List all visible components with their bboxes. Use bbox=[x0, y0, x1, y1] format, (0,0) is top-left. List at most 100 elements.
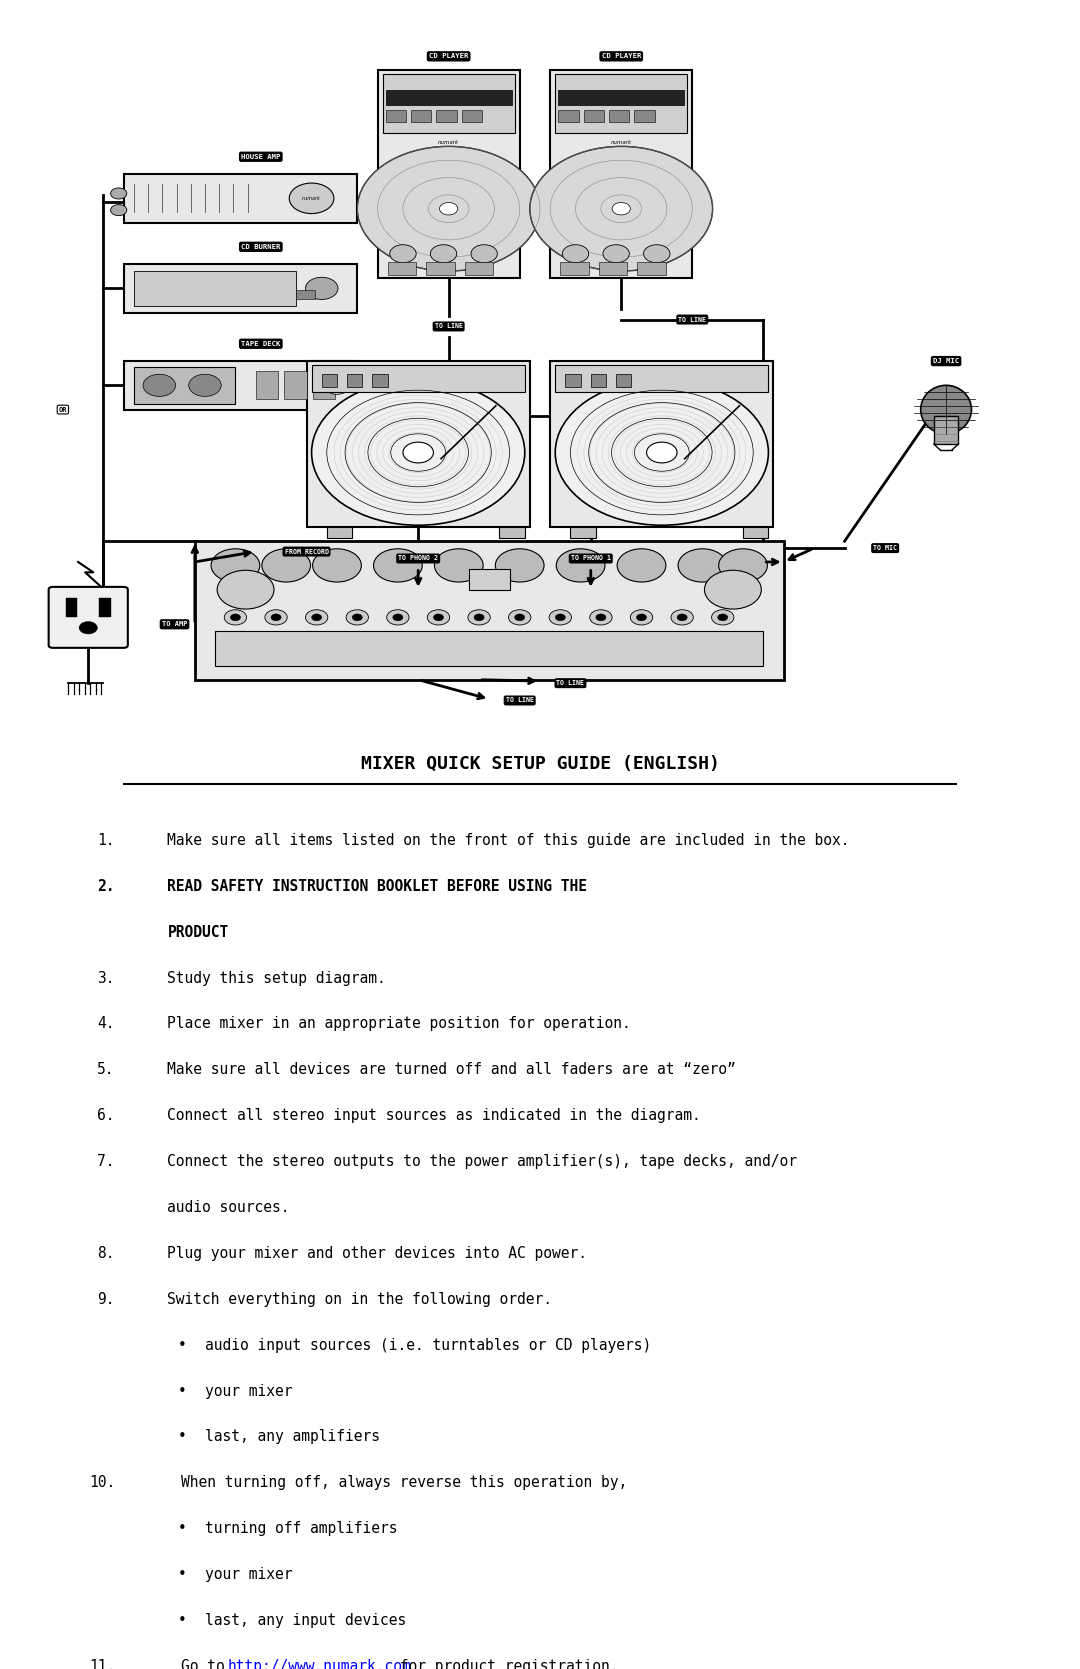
Bar bbox=[256, 372, 278, 399]
Bar bbox=[134, 270, 296, 305]
Bar bbox=[322, 374, 337, 387]
Text: numark: numark bbox=[438, 140, 459, 145]
Text: TAPE DECK: TAPE DECK bbox=[241, 340, 281, 347]
Circle shape bbox=[647, 442, 677, 462]
Text: TO LINE: TO LINE bbox=[678, 317, 706, 322]
Ellipse shape bbox=[920, 386, 972, 434]
Circle shape bbox=[390, 245, 416, 262]
Circle shape bbox=[357, 147, 540, 270]
Bar bbox=[99, 598, 110, 618]
Circle shape bbox=[403, 442, 433, 462]
Text: READ SAFETY INSTRUCTION BOOKLET BEFORE USING THE: READ SAFETY INSTRUCTION BOOKLET BEFORE U… bbox=[167, 878, 588, 893]
Bar bbox=[591, 374, 606, 387]
Bar bbox=[499, 527, 525, 537]
Text: TO PHONO 2: TO PHONO 2 bbox=[399, 556, 438, 561]
Bar bbox=[464, 262, 494, 274]
Circle shape bbox=[271, 614, 281, 621]
Text: numark: numark bbox=[610, 140, 632, 145]
Circle shape bbox=[631, 609, 652, 624]
Circle shape bbox=[217, 571, 274, 609]
Circle shape bbox=[434, 549, 483, 582]
Circle shape bbox=[387, 609, 409, 624]
Text: TO MIC: TO MIC bbox=[873, 546, 897, 551]
Text: 10.: 10. bbox=[90, 1475, 116, 1490]
Circle shape bbox=[514, 614, 525, 621]
Bar bbox=[436, 110, 457, 122]
Text: Connect all stereo input sources as indicated in the diagram.: Connect all stereo input sources as indi… bbox=[167, 1108, 701, 1123]
Text: 7.: 7. bbox=[97, 1155, 114, 1168]
Circle shape bbox=[189, 374, 221, 397]
Bar bbox=[284, 372, 307, 399]
Circle shape bbox=[374, 549, 422, 582]
Bar bbox=[609, 110, 630, 122]
Text: MIXER QUICK SETUP GUIDE (ENGLISH): MIXER QUICK SETUP GUIDE (ENGLISH) bbox=[361, 754, 719, 773]
Text: TO AMP: TO AMP bbox=[162, 621, 187, 628]
Text: •: • bbox=[178, 1567, 187, 1582]
Text: Study this setup diagram.: Study this setup diagram. bbox=[167, 971, 387, 985]
Text: Make sure all items listed on the front of this guide are included in the box.: Make sure all items listed on the front … bbox=[167, 833, 850, 848]
Text: your mixer: your mixer bbox=[205, 1384, 293, 1399]
Text: TO LINE: TO LINE bbox=[434, 324, 462, 329]
Circle shape bbox=[79, 621, 97, 634]
Bar bbox=[550, 70, 692, 279]
Text: 1.: 1. bbox=[97, 833, 114, 848]
Circle shape bbox=[311, 614, 322, 621]
Circle shape bbox=[311, 381, 525, 526]
Circle shape bbox=[496, 549, 544, 582]
Circle shape bbox=[211, 549, 260, 582]
Bar bbox=[637, 262, 666, 274]
Circle shape bbox=[289, 184, 334, 214]
Circle shape bbox=[471, 245, 498, 262]
Text: 6.: 6. bbox=[97, 1108, 114, 1123]
Circle shape bbox=[312, 549, 362, 582]
Bar bbox=[934, 417, 958, 444]
Text: 3.: 3. bbox=[97, 971, 114, 985]
Circle shape bbox=[717, 614, 728, 621]
Text: 9.: 9. bbox=[97, 1292, 114, 1307]
Bar bbox=[561, 262, 589, 274]
Circle shape bbox=[563, 245, 589, 262]
Circle shape bbox=[306, 277, 338, 299]
Circle shape bbox=[678, 549, 727, 582]
Bar bbox=[558, 110, 579, 122]
Text: DJ MIC: DJ MIC bbox=[933, 359, 959, 364]
Circle shape bbox=[555, 381, 769, 526]
Circle shape bbox=[718, 549, 768, 582]
Bar bbox=[124, 361, 357, 409]
Bar bbox=[312, 372, 335, 399]
Text: CD PLAYER: CD PLAYER bbox=[602, 53, 640, 60]
Text: PRODUCT: PRODUCT bbox=[167, 925, 229, 940]
Text: http://www.numark.com: http://www.numark.com bbox=[228, 1659, 411, 1669]
Text: TO LINE: TO LINE bbox=[556, 681, 584, 686]
Circle shape bbox=[644, 245, 670, 262]
Text: •: • bbox=[178, 1522, 187, 1535]
Circle shape bbox=[712, 609, 734, 624]
Text: for product registration.: for product registration. bbox=[391, 1659, 619, 1669]
Circle shape bbox=[393, 614, 403, 621]
Text: Connect the stereo outputs to the power amplifier(s), tape decks, and/or: Connect the stereo outputs to the power … bbox=[167, 1155, 797, 1168]
Bar bbox=[327, 527, 352, 537]
Text: Place mixer in an appropriate position for operation.: Place mixer in an appropriate position f… bbox=[167, 1016, 631, 1031]
Circle shape bbox=[555, 614, 566, 621]
Bar bbox=[558, 90, 684, 105]
Circle shape bbox=[225, 609, 246, 624]
Text: FROM RECORD: FROM RECORD bbox=[284, 549, 328, 554]
Bar bbox=[124, 264, 357, 312]
Bar bbox=[386, 90, 512, 105]
Bar bbox=[555, 364, 769, 392]
Text: HOUSE AMP: HOUSE AMP bbox=[241, 154, 281, 160]
Text: 8.: 8. bbox=[97, 1247, 114, 1260]
Circle shape bbox=[603, 245, 630, 262]
Text: numark: numark bbox=[302, 195, 321, 200]
Circle shape bbox=[474, 614, 484, 621]
Circle shape bbox=[636, 614, 647, 621]
Text: audio input sources (i.e. turntables or CD players): audio input sources (i.e. turntables or … bbox=[205, 1339, 651, 1352]
Text: •: • bbox=[178, 1384, 187, 1399]
Bar bbox=[311, 364, 525, 392]
Text: 2.: 2. bbox=[97, 878, 114, 893]
Bar bbox=[124, 174, 357, 222]
Circle shape bbox=[261, 549, 311, 582]
Bar bbox=[634, 110, 654, 122]
Circle shape bbox=[468, 609, 490, 624]
Text: audio sources.: audio sources. bbox=[167, 1200, 289, 1215]
